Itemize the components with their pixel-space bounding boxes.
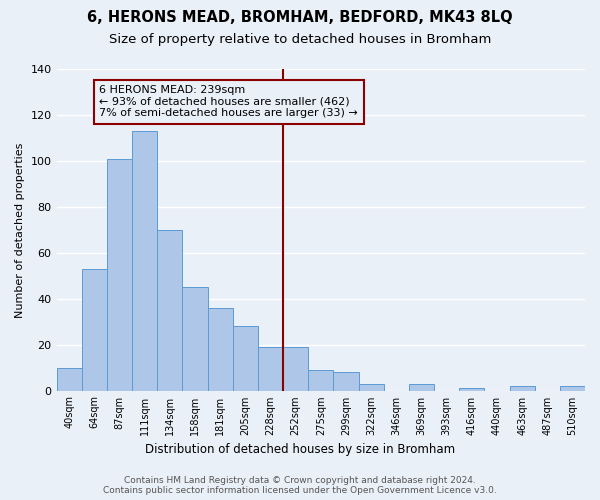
Bar bbox=[56, 368, 82, 390]
Bar bbox=[308, 370, 334, 390]
Bar bbox=[334, 372, 359, 390]
Bar bbox=[82, 269, 107, 390]
Bar bbox=[509, 386, 535, 390]
Bar bbox=[560, 386, 585, 390]
Bar bbox=[459, 388, 484, 390]
Y-axis label: Number of detached properties: Number of detached properties bbox=[15, 142, 25, 318]
Bar bbox=[107, 158, 132, 390]
Bar bbox=[359, 384, 383, 390]
Bar bbox=[258, 347, 283, 391]
Bar bbox=[182, 288, 208, 391]
Bar bbox=[208, 308, 233, 390]
Bar bbox=[409, 384, 434, 390]
Bar bbox=[157, 230, 182, 390]
Bar bbox=[233, 326, 258, 390]
Bar bbox=[132, 131, 157, 390]
Text: Size of property relative to detached houses in Bromham: Size of property relative to detached ho… bbox=[109, 32, 491, 46]
Bar bbox=[283, 347, 308, 391]
Text: 6 HERONS MEAD: 239sqm
← 93% of detached houses are smaller (462)
7% of semi-deta: 6 HERONS MEAD: 239sqm ← 93% of detached … bbox=[100, 85, 358, 118]
Text: Distribution of detached houses by size in Bromham: Distribution of detached houses by size … bbox=[145, 442, 455, 456]
Text: Contains HM Land Registry data © Crown copyright and database right 2024.
Contai: Contains HM Land Registry data © Crown c… bbox=[103, 476, 497, 495]
Text: 6, HERONS MEAD, BROMHAM, BEDFORD, MK43 8LQ: 6, HERONS MEAD, BROMHAM, BEDFORD, MK43 8… bbox=[87, 10, 513, 25]
